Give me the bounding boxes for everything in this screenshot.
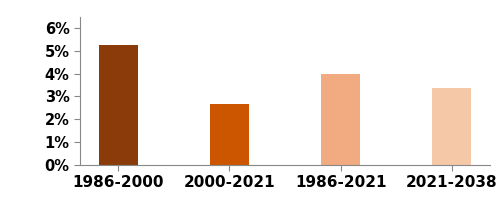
Bar [98, 45, 138, 165]
Bar [321, 74, 360, 165]
Bar [432, 88, 472, 165]
Bar [210, 104, 249, 165]
